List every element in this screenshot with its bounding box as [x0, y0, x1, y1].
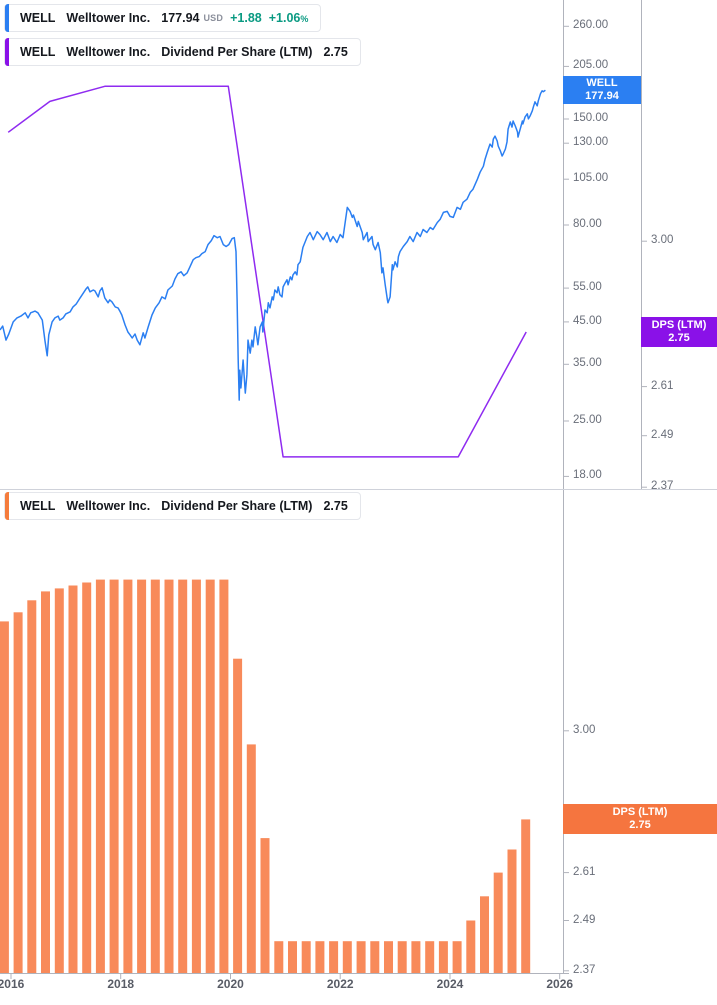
price-tick-label: 150.00	[573, 112, 609, 125]
dps-bar[interactable]	[219, 579, 229, 973]
year-label: 2018	[107, 977, 135, 991]
dps-bar[interactable]	[370, 941, 380, 973]
legend-ticker: WELL	[20, 499, 56, 513]
dps-bar[interactable]	[521, 819, 531, 973]
price-tick-label: 105.00	[573, 172, 609, 185]
price-tick-label: 205.00	[573, 59, 609, 72]
dps-bar[interactable]	[301, 941, 311, 973]
percent-sign: %	[300, 14, 309, 24]
legend-company-name: Welltower Inc.	[66, 11, 151, 25]
legend-ticker: WELL	[20, 11, 56, 25]
legend-dps-overlay[interactable]: WELL Welltower Inc. Dividend Per Share (…	[4, 38, 361, 66]
legend-accent-blue	[5, 4, 9, 32]
dps-axis-value-label: DPS (LTM) 2.75	[641, 317, 717, 348]
dps-bar[interactable]	[109, 579, 119, 973]
dps-bar[interactable]	[137, 579, 147, 973]
dps-bar[interactable]	[425, 941, 435, 973]
price-line[interactable]	[0, 89, 546, 401]
year-label: 2020	[217, 977, 244, 991]
dps-bar[interactable]	[82, 582, 92, 974]
dps-bar[interactable]	[95, 579, 105, 973]
dps-tick-label: 2.37	[651, 480, 674, 493]
price-tick-label: 35.00	[573, 357, 602, 370]
dps-bar[interactable]	[0, 621, 9, 973]
legend-change: +1.88	[230, 11, 262, 25]
dps-bar[interactable]	[288, 941, 297, 973]
dps-bar[interactable]	[246, 744, 256, 973]
legend-indicator-name: Dividend Per Share (LTM)	[161, 45, 313, 59]
dps-bar[interactable]	[438, 941, 448, 973]
legend-accent-purple	[5, 38, 9, 66]
dps-bar[interactable]	[329, 941, 339, 973]
price-axis-value-label: WELL 177.94	[563, 76, 641, 105]
dps-ltm-line[interactable]	[7, 85, 527, 458]
price-tick-label: 80.00	[573, 217, 602, 230]
dps-bar[interactable]	[164, 579, 174, 973]
dps-bar[interactable]	[150, 579, 160, 973]
dps-tick-label: 3.00	[651, 234, 674, 247]
dps-bar[interactable]	[260, 838, 270, 973]
legend-indicator-value: 2.75	[323, 45, 348, 59]
dps-bar[interactable]	[507, 849, 517, 974]
dps-bar[interactable]	[397, 941, 407, 973]
legend-price-series[interactable]: WELL Welltower Inc. 177.94 USD +1.88 +1.…	[4, 4, 322, 32]
dps-bar[interactable]	[315, 941, 325, 973]
dps-tick-label: 2.49	[651, 428, 674, 441]
price-tick-label: 18.00	[573, 469, 602, 482]
legend-ticker: WELL	[20, 45, 56, 59]
dps-bar[interactable]	[205, 579, 215, 973]
legend-accent-orange	[5, 492, 9, 520]
dps-bar[interactable]	[274, 941, 284, 973]
dps-bar[interactable]	[493, 872, 503, 973]
year-label: 2024	[436, 977, 464, 991]
dps-bars-axis-value-label: DPS (LTM) 2.75	[563, 804, 717, 835]
price-tick-label: 25.00	[573, 414, 602, 426]
legend-company-name: Welltower Inc.	[66, 45, 151, 59]
dps-bar[interactable]	[191, 579, 201, 973]
year-label: 2016	[0, 977, 25, 991]
dps-bars-tick-label: 2.61	[573, 865, 596, 878]
legend-change-percent: +1.06%	[268, 11, 309, 25]
price-tick-label: 260.00	[573, 19, 609, 32]
price-tick-label: 55.00	[573, 281, 602, 294]
legend-company-name: Welltower Inc.	[66, 499, 151, 513]
price-tick-label: 45.00	[573, 314, 602, 327]
legend-indicator-value: 2.75	[323, 499, 348, 513]
dps-bar[interactable]	[41, 591, 50, 973]
dps-bar[interactable]	[54, 588, 64, 973]
dps-bar[interactable]	[123, 579, 133, 973]
legend-indicator-name: Dividend Per Share (LTM)	[161, 499, 313, 513]
dps-bars-tick-label: 2.37	[573, 963, 596, 976]
dps-bar[interactable]	[342, 941, 352, 973]
dps-bar[interactable]	[178, 579, 188, 973]
year-label: 2026	[546, 977, 574, 991]
dps-bar[interactable]	[68, 585, 78, 974]
dps-bar[interactable]	[27, 600, 37, 973]
dps-bar[interactable]	[356, 941, 366, 973]
dps-bar[interactable]	[452, 941, 462, 973]
dps-bars-tick-label: 3.00	[573, 723, 596, 736]
dps-bar[interactable]	[233, 658, 243, 973]
dps-bar[interactable]	[384, 941, 393, 973]
dps-bar[interactable]	[480, 896, 489, 973]
dps-bar[interactable]	[466, 920, 476, 974]
legend-dps-bars[interactable]: WELL Welltower Inc. Dividend Per Share (…	[4, 492, 361, 520]
dps-tick-label: 2.61	[651, 379, 674, 392]
dps-bars-tick-label: 2.49	[573, 913, 596, 926]
dps-bar[interactable]	[411, 941, 421, 973]
legend-currency: USD	[203, 13, 224, 23]
legend-last-price: 177.94	[161, 11, 200, 25]
year-label: 2022	[326, 977, 354, 991]
dps-bar[interactable]	[13, 612, 23, 973]
price-tick-label: 130.00	[573, 136, 609, 149]
